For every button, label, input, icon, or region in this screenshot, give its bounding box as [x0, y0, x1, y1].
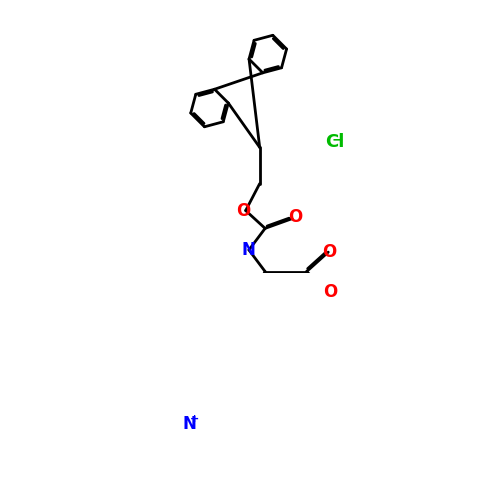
Text: O: O: [288, 208, 302, 226]
Text: −: −: [331, 132, 342, 146]
Text: N: N: [242, 241, 256, 259]
Text: O: O: [322, 283, 337, 301]
Text: O: O: [322, 242, 336, 260]
Text: N: N: [182, 414, 196, 432]
Text: Cl: Cl: [326, 133, 345, 151]
Text: +: +: [190, 414, 199, 424]
Text: O: O: [236, 202, 250, 220]
